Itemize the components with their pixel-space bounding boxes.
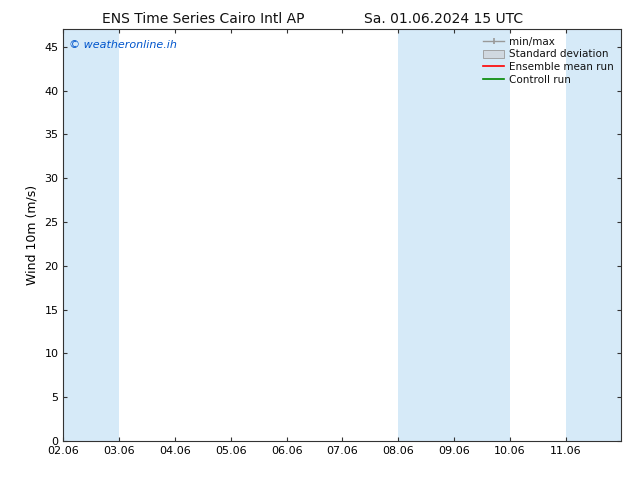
Bar <box>398 29 510 441</box>
Legend: min/max, Standard deviation, Ensemble mean run, Controll run: min/max, Standard deviation, Ensemble me… <box>481 35 616 87</box>
Bar <box>566 29 621 441</box>
Text: Sa. 01.06.2024 15 UTC: Sa. 01.06.2024 15 UTC <box>365 12 523 26</box>
Text: © weatheronline.ih: © weatheronline.ih <box>69 40 177 49</box>
Y-axis label: Wind 10m (m/s): Wind 10m (m/s) <box>26 185 39 285</box>
Text: ENS Time Series Cairo Intl AP: ENS Time Series Cairo Intl AP <box>101 12 304 26</box>
Bar <box>63 29 119 441</box>
